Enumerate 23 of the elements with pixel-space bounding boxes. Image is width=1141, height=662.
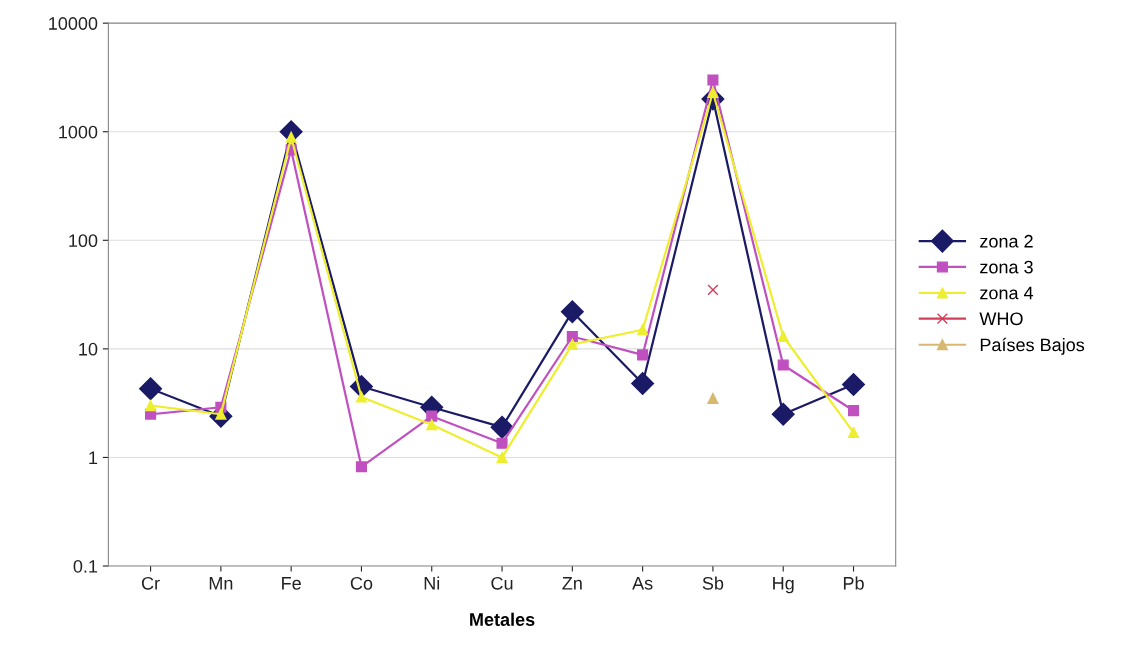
x-tick-label: Ni <box>424 576 440 590</box>
x-tick-label: Cr <box>141 576 160 590</box>
y-tick-label: 100 <box>69 234 98 248</box>
x-tick-label: Pb <box>843 576 864 590</box>
y-tick-label: 10 <box>79 342 98 356</box>
x-axis-title: Metales <box>470 612 535 626</box>
x-tick-label: Co <box>350 576 373 590</box>
y-tick-label: 10000 <box>49 17 98 30</box>
x-tick-label: Mn <box>209 577 233 590</box>
legend-label: WHO <box>979 312 1023 326</box>
x-tick-label: As <box>632 577 653 590</box>
legend-label: zona 2 <box>980 234 1033 248</box>
x-tick-label: Zn <box>562 577 582 590</box>
x-tick-label: Sb <box>702 576 724 590</box>
legend-label: zona 3 <box>980 260 1033 274</box>
legend-label: Países Bajos <box>980 337 1085 355</box>
x-tick-label: Hg <box>773 577 794 594</box>
y-tick-label: 1 <box>89 451 98 464</box>
x-tick-label: Cu <box>491 576 513 590</box>
y-tick-label: 1000 <box>59 125 98 139</box>
legend-label: zona 4 <box>980 286 1034 300</box>
y-tick-label: 0.1 <box>73 559 98 573</box>
x-tick-label: Fe <box>282 577 301 590</box>
